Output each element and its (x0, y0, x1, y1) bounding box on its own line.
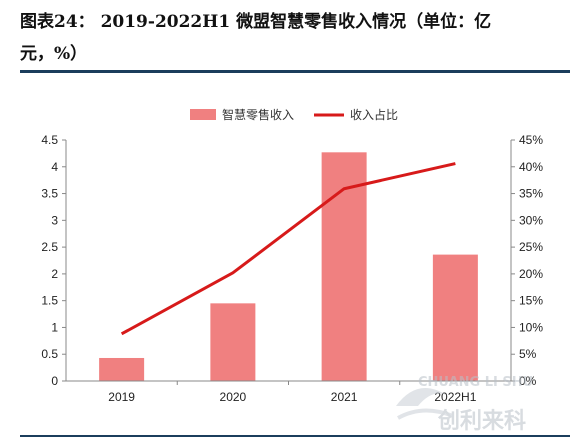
figure-title: 图表24： 2019-2022H1 微盟智慧零售收入情况（单位：亿 元，%） (20, 6, 570, 70)
figure-title-line2: 元，%） (20, 44, 88, 64)
x-tick-label: 2020 (220, 390, 247, 404)
right-tick-label: 40% (519, 160, 543, 174)
right-tick-label: 10% (519, 320, 543, 334)
watermark-logo: CHUANG LI SHU 创利来科 (396, 375, 533, 434)
right-tick-label: 45% (519, 133, 543, 147)
left-tick-label: 1.5 (41, 294, 58, 308)
legend-label-bar: 智慧零售收入 (222, 107, 294, 122)
right-tick-label: 20% (519, 267, 543, 281)
x-tick-label: 2021 (331, 390, 358, 404)
watermark-text-top: CHUANG LI SHU (418, 375, 533, 390)
right-axis: 0% 5% 10% 15% 20% 25% 30% 35% 40% 45% (510, 133, 543, 388)
watermark-text-bottom: 创利来科 (437, 409, 526, 434)
bar (210, 303, 256, 381)
left-tick-label: 4.5 (41, 133, 58, 147)
bar (99, 357, 145, 381)
legend: 智慧零售收入 收入占比 (190, 107, 398, 122)
line-series (120, 162, 456, 336)
left-tick-label: 3 (51, 213, 58, 227)
line-path (120, 162, 456, 336)
left-tick-label: 2 (51, 267, 58, 281)
bar-series (99, 152, 478, 381)
left-tick-label: 1 (51, 320, 58, 334)
right-tick-label: 35% (519, 187, 543, 201)
left-axis: 0 0.5 1 1.5 2 2.5 3 3.5 4 4.5 (41, 133, 67, 388)
figure-title-line1: 图表24： 2019-2022H1 微盟智慧零售收入情况（单位：亿 (20, 12, 492, 32)
right-tick-label: 15% (519, 294, 543, 308)
top-divider (20, 70, 570, 73)
left-tick-label: 0.5 (41, 347, 58, 361)
left-tick-label: 0 (51, 374, 58, 388)
right-tick-label: 30% (519, 213, 543, 227)
bar (432, 254, 478, 381)
right-tick-label: 25% (519, 240, 543, 254)
left-tick-label: 3.5 (41, 187, 58, 201)
x-tick-label: 2022H1 (434, 390, 476, 404)
left-tick-label: 2.5 (41, 240, 58, 254)
bottom-divider (20, 435, 570, 437)
x-axis: 2019 2020 2021 2022H1 (66, 380, 511, 404)
right-tick-label: 0% (519, 374, 537, 388)
right-tick-label: 5% (519, 347, 537, 361)
x-tick-label: 2019 (108, 390, 135, 404)
left-tick-label: 4 (51, 160, 58, 174)
legend-label-line: 收入占比 (350, 107, 398, 122)
legend-swatch-bar (190, 109, 216, 120)
